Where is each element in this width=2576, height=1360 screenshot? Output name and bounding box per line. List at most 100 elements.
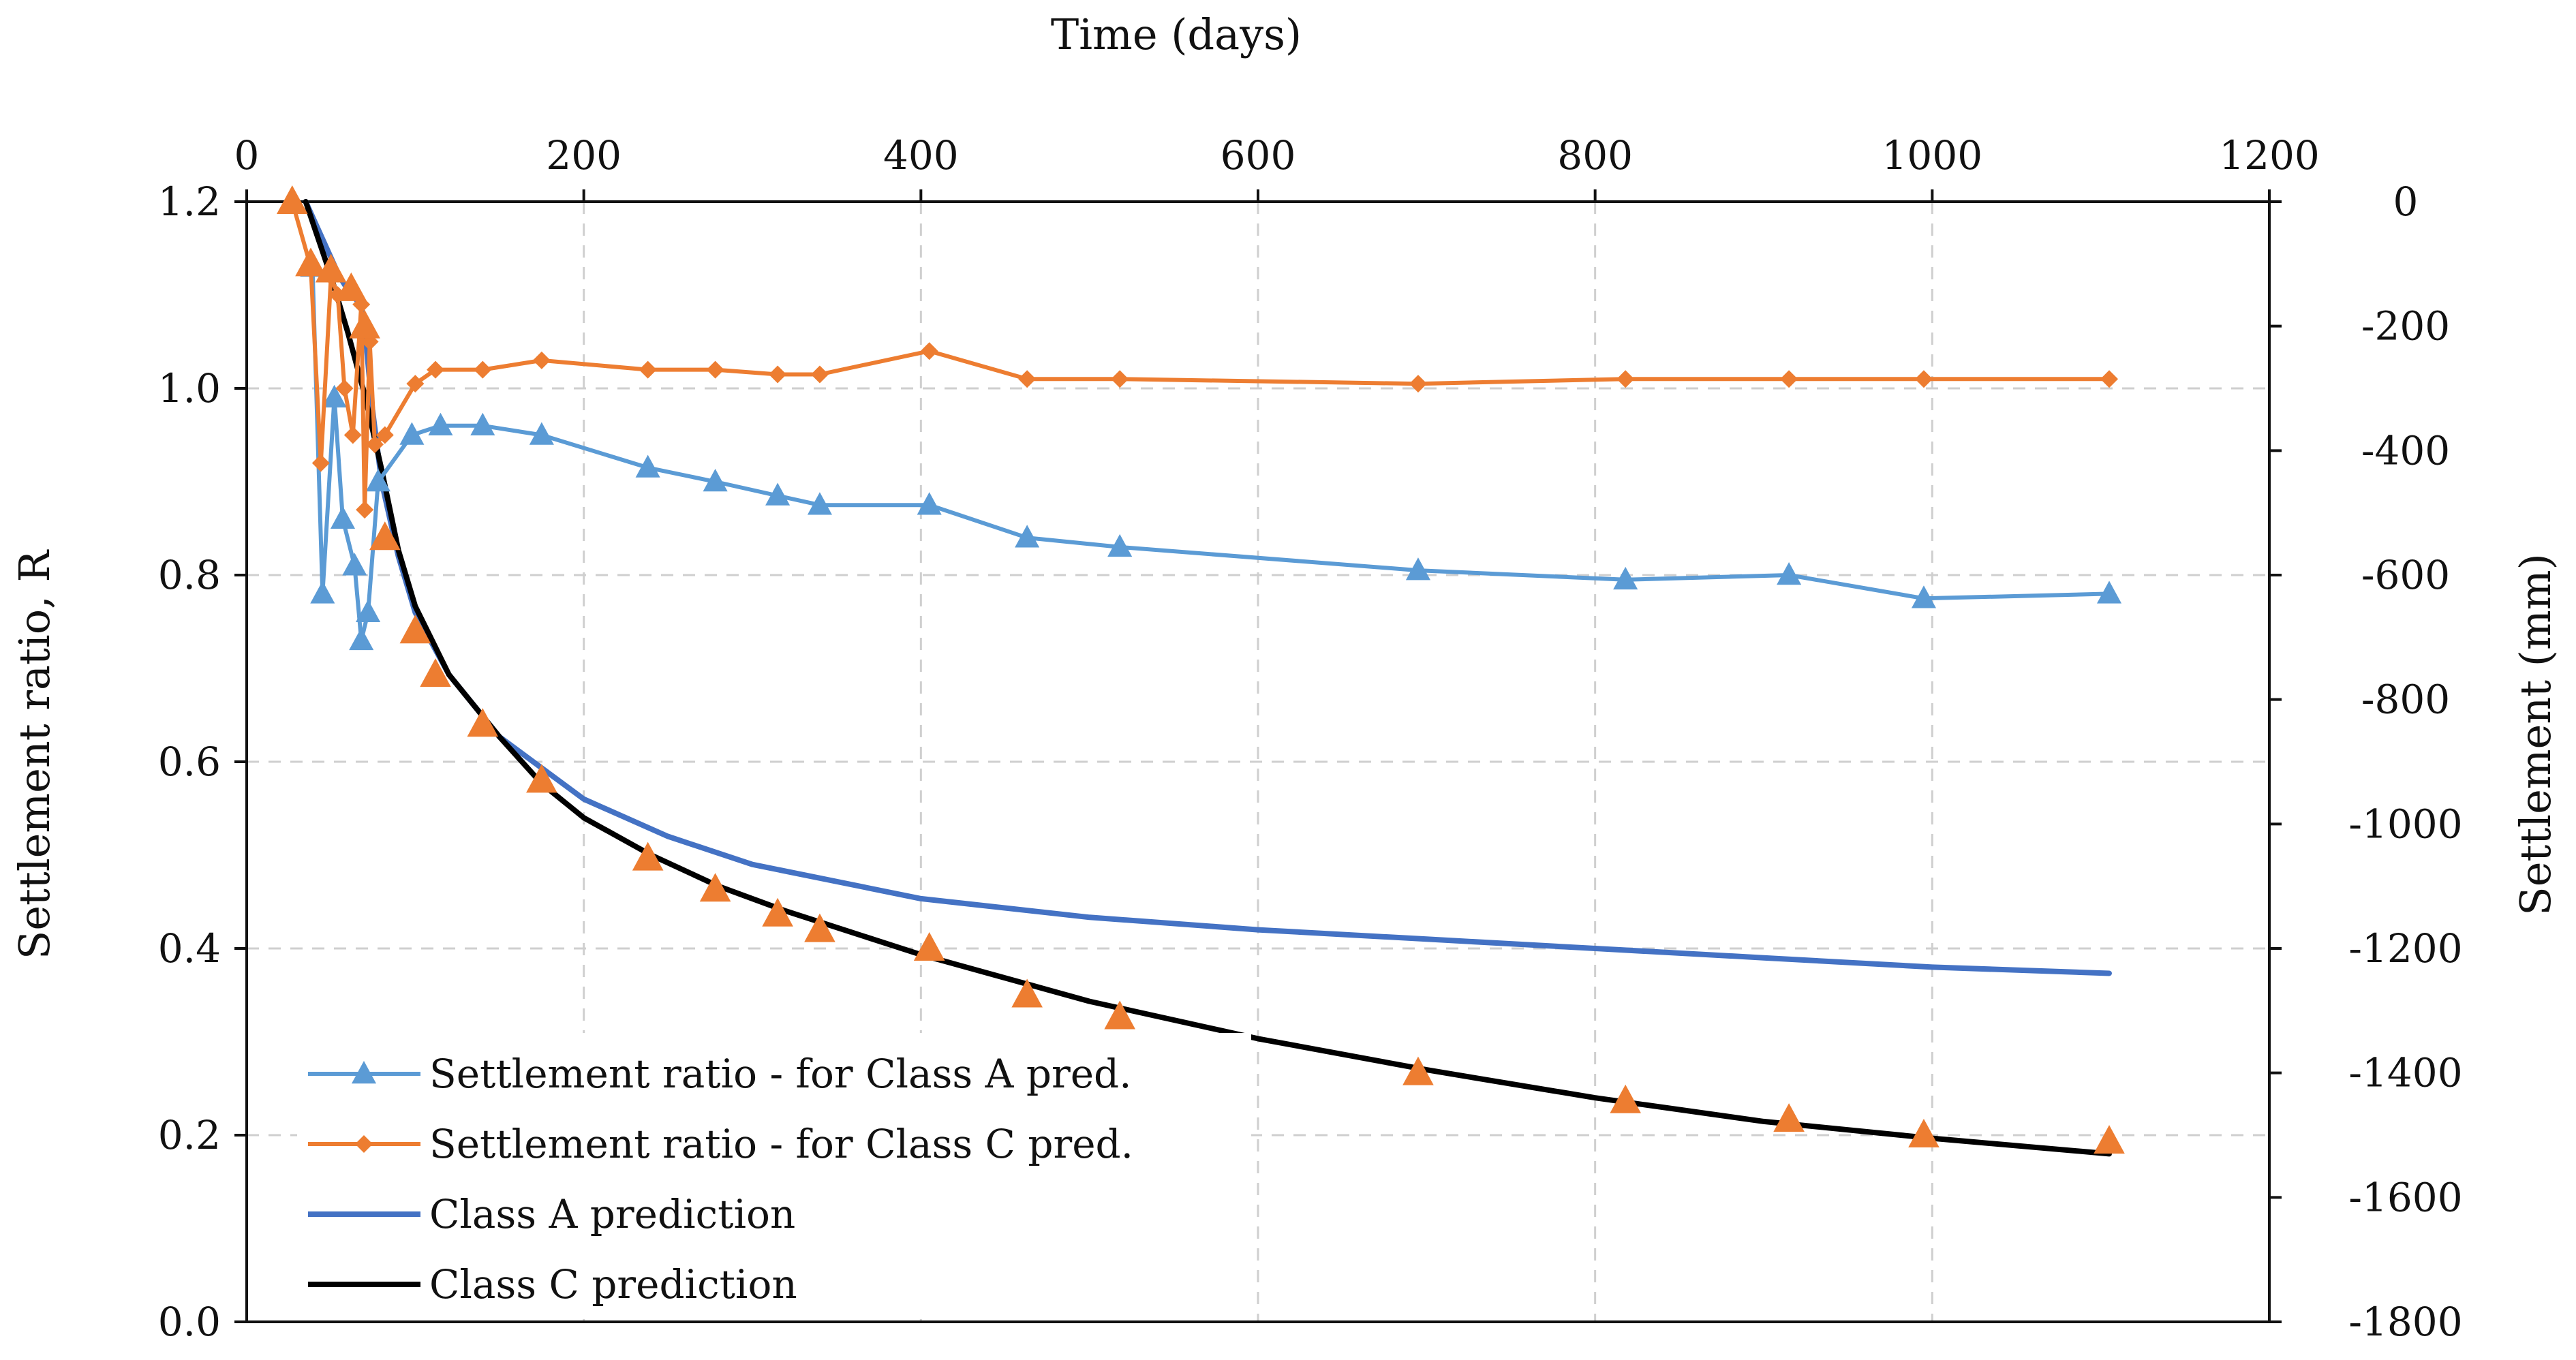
marker-settlement-ratio-for-class-a-pred-6 — [356, 599, 381, 623]
x-axis-title: Time (days) — [1051, 10, 1302, 59]
marker-settlement-ratio-for-class-c-pred-24 — [1616, 370, 1635, 388]
left-y-tick-label-0-2: 0.2 — [158, 1112, 221, 1158]
marker-class-c-measured-settlement-7 — [420, 658, 451, 687]
marker-class-c-measured-settlement-11 — [699, 873, 731, 902]
marker-class-c-measured-settlement-0 — [276, 185, 308, 214]
right-y-tick-label-1400: -1400 — [2348, 1050, 2462, 1096]
marker-settlement-ratio-for-class-a-pred-19 — [1405, 557, 1431, 581]
left-y-tick-label-0-4: 0.4 — [158, 925, 221, 972]
tick-labels: 0 200 400 600 800 1000 1200 0.0 0.2 0.4 0.6 0.8 1.0 1… — [158, 132, 2463, 1345]
marker-settlement-ratio-for-class-a-pred-15 — [807, 492, 832, 515]
marker-class-c-measured-settlement-14 — [913, 932, 945, 961]
legend-background — [297, 1033, 1251, 1319]
marker-settlement-ratio-for-class-c-pred-15 — [532, 351, 551, 369]
x-tick-label-600: 600 — [1221, 132, 1296, 179]
marker-class-c-measured-settlement-3 — [335, 272, 367, 301]
marker-settlement-ratio-for-class-c-pred-21 — [1018, 370, 1037, 388]
marker-settlement-ratio-for-class-a-pred-18 — [1107, 534, 1133, 557]
marker-class-c-measured-settlement-17 — [1402, 1056, 1434, 1085]
marker-settlement-ratio-for-class-a-pred-2 — [322, 384, 347, 407]
marker-settlement-ratio-for-class-c-pred-8 — [356, 501, 374, 519]
right-y-tick-label-200: -200 — [2361, 303, 2450, 350]
marker-class-c-measured-settlement-9 — [526, 764, 557, 793]
series-settlement-ratio-for-class-a-pred — [300, 253, 2122, 651]
marker-settlement-ratio-for-class-a-pred-3 — [330, 506, 356, 529]
marker-settlement-ratio-for-class-a-pred-20 — [1613, 566, 1638, 590]
legend-label-class-a-ratio: Settlement ratio - for Class A pred. — [429, 1051, 1132, 1097]
x-tick-label-800: 800 — [1557, 132, 1633, 179]
series-line-class-a-prediction — [303, 199, 2112, 976]
marker-settlement-ratio-for-class-c-pred-25 — [1780, 370, 1798, 388]
marker-settlement-ratio-for-class-c-pred-20 — [920, 342, 938, 360]
marker-settlement-ratio-for-class-c-pred-11 — [375, 426, 394, 444]
series-class-a-prediction — [303, 199, 2112, 976]
marker-settlement-ratio-for-class-a-pred-16 — [917, 492, 942, 515]
marker-settlement-ratio-for-class-c-pred-22 — [1111, 370, 1129, 388]
marker-class-c-measured-settlement-15 — [1011, 978, 1043, 1008]
marker-class-c-measured-settlement-16 — [1104, 1000, 1135, 1030]
legend-entry-class-a-ratio: Settlement ratio - for Class A pred. — [308, 1051, 1132, 1097]
x-tick-label-1000: 1000 — [1882, 132, 1983, 179]
marker-settlement-ratio-for-class-a-pred-22 — [1911, 585, 1937, 608]
marker-settlement-ratio-for-class-c-pred-17 — [706, 360, 724, 379]
marker-settlement-ratio-for-class-c-pred-23 — [1409, 375, 1427, 393]
left-y-axis-title: Settlement ratio, R — [10, 549, 59, 960]
marker-settlement-ratio-for-class-c-pred-16 — [639, 360, 657, 379]
marker-class-c-measured-settlement-20 — [1908, 1119, 1939, 1147]
marker-settlement-ratio-for-class-c-pred-5 — [335, 380, 354, 397]
series-line-settlement-ratio-for-class-a-pred — [310, 264, 2111, 643]
marker-settlement-ratio-for-class-c-pred-10 — [365, 435, 384, 454]
marker-settlement-ratio-for-class-a-pred-1 — [310, 581, 335, 604]
marker-class-c-measured-settlement-19 — [1773, 1103, 1805, 1132]
marker-settlement-ratio-for-class-c-pred-18 — [769, 365, 787, 384]
marker-class-c-measured-settlement-13 — [804, 913, 835, 942]
axes — [234, 189, 2282, 1323]
legend-label-class-c-prediction: Class C prediction — [429, 1261, 797, 1308]
marker-settlement-ratio-for-class-a-pred-8 — [399, 422, 425, 445]
legend-marker-class-c-ratio — [355, 1135, 373, 1153]
right-y-tick-label-0: 0 — [2393, 179, 2419, 225]
legend: Settlement ratio - for Class A pred. Set… — [297, 1033, 1251, 1319]
marker-settlement-ratio-for-class-a-pred-10 — [470, 412, 495, 436]
series-line-settlement-ratio-for-class-c-pred — [290, 200, 2111, 512]
marker-class-c-measured-settlement-18 — [1610, 1084, 1641, 1113]
marker-class-c-measured-settlement-12 — [762, 897, 793, 927]
grid-lines — [247, 202, 2269, 1322]
marker-class-c-measured-settlement-5 — [369, 521, 401, 551]
marker-settlement-ratio-for-class-a-pred-11 — [529, 422, 554, 445]
marker-settlement-ratio-for-class-c-pred-2 — [311, 454, 330, 472]
marker-settlement-ratio-for-class-a-pred-23 — [2096, 581, 2122, 604]
legend-label-class-c-ratio: Settlement ratio - for Class C pred. — [429, 1121, 1133, 1167]
legend-entry-class-c-prediction: Class C prediction — [308, 1261, 797, 1308]
legend-entry-class-c-ratio: Settlement ratio - for Class C pred. — [308, 1121, 1133, 1167]
left-y-tick-label-0-0: 0.0 — [158, 1299, 221, 1345]
marker-settlement-ratio-for-class-a-pred-14 — [765, 482, 791, 506]
marker-settlement-ratio-for-class-a-pred-21 — [1777, 562, 1802, 585]
marker-settlement-ratio-for-class-c-pred-27 — [2100, 370, 2119, 388]
right-y-tick-label-1200: -1200 — [2348, 925, 2462, 972]
marker-class-c-measured-settlement-10 — [632, 841, 664, 871]
series-class-c-prediction — [303, 199, 2112, 1157]
right-y-tick-label-400: -400 — [2361, 427, 2450, 474]
left-y-tick-label-1-2: 1.2 — [158, 179, 221, 225]
marker-class-c-measured-settlement-8 — [467, 708, 499, 737]
marker-class-c-measured-settlement-6 — [399, 615, 431, 644]
left-y-tick-label-0-6: 0.6 — [158, 739, 221, 785]
markers-class-c-measured-settlement — [276, 185, 2125, 1154]
marker-settlement-ratio-for-class-c-pred-19 — [810, 365, 829, 384]
marker-settlement-ratio-for-class-a-pred-17 — [1015, 525, 1040, 548]
series-line-class-c-prediction — [303, 199, 2112, 1157]
x-tick-label-1200: 1200 — [2219, 132, 2320, 179]
marker-class-c-measured-settlement-4 — [349, 309, 380, 339]
x-tick-label-200: 200 — [546, 132, 622, 179]
marker-class-c-measured-settlement-2 — [315, 253, 347, 283]
left-y-tick-label-0-8: 0.8 — [158, 552, 221, 598]
marker-class-c-measured-settlement-1 — [295, 247, 326, 277]
right-y-tick-label-1800: -1800 — [2348, 1299, 2462, 1345]
marker-settlement-ratio-for-class-a-pred-7 — [365, 469, 390, 492]
right-y-tick-label-1600: -1600 — [2348, 1174, 2462, 1220]
x-tick-label-400: 400 — [883, 132, 959, 179]
marker-settlement-ratio-for-class-a-pred-12 — [635, 454, 660, 478]
marker-settlement-ratio-for-class-c-pred-26 — [1914, 370, 1933, 388]
marker-class-c-measured-settlement-21 — [2094, 1125, 2125, 1154]
